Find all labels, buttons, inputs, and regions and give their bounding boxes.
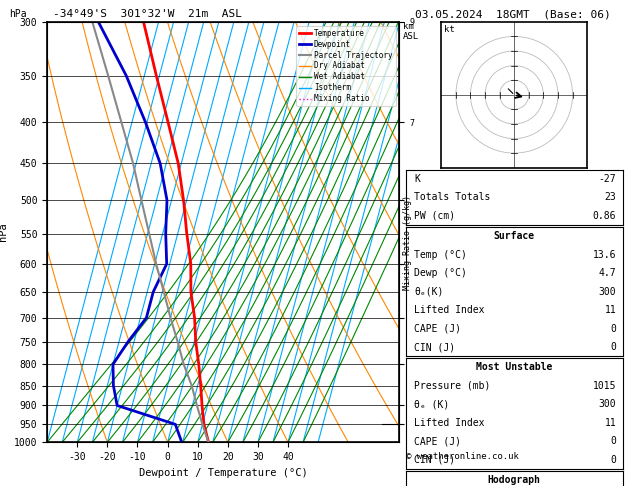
- Text: 6: 6: [455, 436, 459, 442]
- Text: K: K: [415, 174, 420, 184]
- Text: Temp (°C): Temp (°C): [415, 250, 467, 260]
- Text: Lifted Index: Lifted Index: [415, 305, 485, 315]
- Text: 3: 3: [447, 436, 452, 442]
- Text: 0: 0: [610, 436, 616, 446]
- Text: kt: kt: [444, 25, 455, 34]
- Text: 4.7: 4.7: [599, 268, 616, 278]
- Text: 15: 15: [457, 436, 465, 442]
- Legend: Temperature, Dewpoint, Parcel Trajectory, Dry Adiabat, Wet Adiabat, Isotherm, Mi: Temperature, Dewpoint, Parcel Trajectory…: [296, 26, 396, 106]
- Text: 25: 25: [459, 436, 467, 442]
- Text: Most Unstable: Most Unstable: [476, 363, 552, 372]
- Text: Lifted Index: Lifted Index: [415, 418, 485, 428]
- Text: Totals Totals: Totals Totals: [415, 192, 491, 202]
- Text: CIN (J): CIN (J): [415, 342, 455, 352]
- Y-axis label: hPa: hPa: [0, 223, 8, 242]
- Text: km
ASL: km ASL: [403, 22, 419, 41]
- Text: 10: 10: [455, 436, 464, 442]
- Text: 4: 4: [451, 436, 455, 442]
- Text: CIN (J): CIN (J): [415, 455, 455, 465]
- Text: PW (cm): PW (cm): [415, 211, 455, 221]
- Text: 0.86: 0.86: [593, 211, 616, 221]
- Text: θₑ (K): θₑ (K): [415, 399, 450, 409]
- Text: 03.05.2024  18GMT  (Base: 06): 03.05.2024 18GMT (Base: 06): [415, 9, 611, 19]
- X-axis label: Dewpoint / Temperature (°C): Dewpoint / Temperature (°C): [139, 468, 308, 478]
- Text: 2: 2: [441, 436, 445, 442]
- Text: Dewp (°C): Dewp (°C): [415, 268, 467, 278]
- Text: Surface: Surface: [494, 231, 535, 241]
- Text: Hodograph: Hodograph: [487, 475, 541, 485]
- Text: 1: 1: [425, 436, 429, 442]
- Text: 0: 0: [610, 324, 616, 333]
- Text: © weatheronline.co.uk: © weatheronline.co.uk: [406, 452, 518, 461]
- Text: 23: 23: [604, 192, 616, 202]
- Text: hPa: hPa: [9, 9, 27, 19]
- Text: Mixing Ratio (g/kg): Mixing Ratio (g/kg): [403, 195, 411, 291]
- Text: -34°49'S  301°32'W  21m  ASL: -34°49'S 301°32'W 21m ASL: [53, 9, 242, 19]
- Text: -27: -27: [599, 174, 616, 184]
- Text: 0: 0: [610, 455, 616, 465]
- Text: 0: 0: [610, 342, 616, 352]
- Text: 300: 300: [599, 399, 616, 409]
- Text: 8: 8: [457, 436, 461, 442]
- Text: 20: 20: [458, 436, 467, 442]
- Text: 300: 300: [599, 287, 616, 296]
- Text: 13.6: 13.6: [593, 250, 616, 260]
- Text: 11: 11: [604, 418, 616, 428]
- Text: 1015: 1015: [593, 381, 616, 391]
- Text: CAPE (J): CAPE (J): [415, 324, 462, 333]
- Text: CAPE (J): CAPE (J): [415, 436, 462, 446]
- Text: Pressure (mb): Pressure (mb): [415, 381, 491, 391]
- Text: θₑ(K): θₑ(K): [415, 287, 444, 296]
- Text: 11: 11: [604, 305, 616, 315]
